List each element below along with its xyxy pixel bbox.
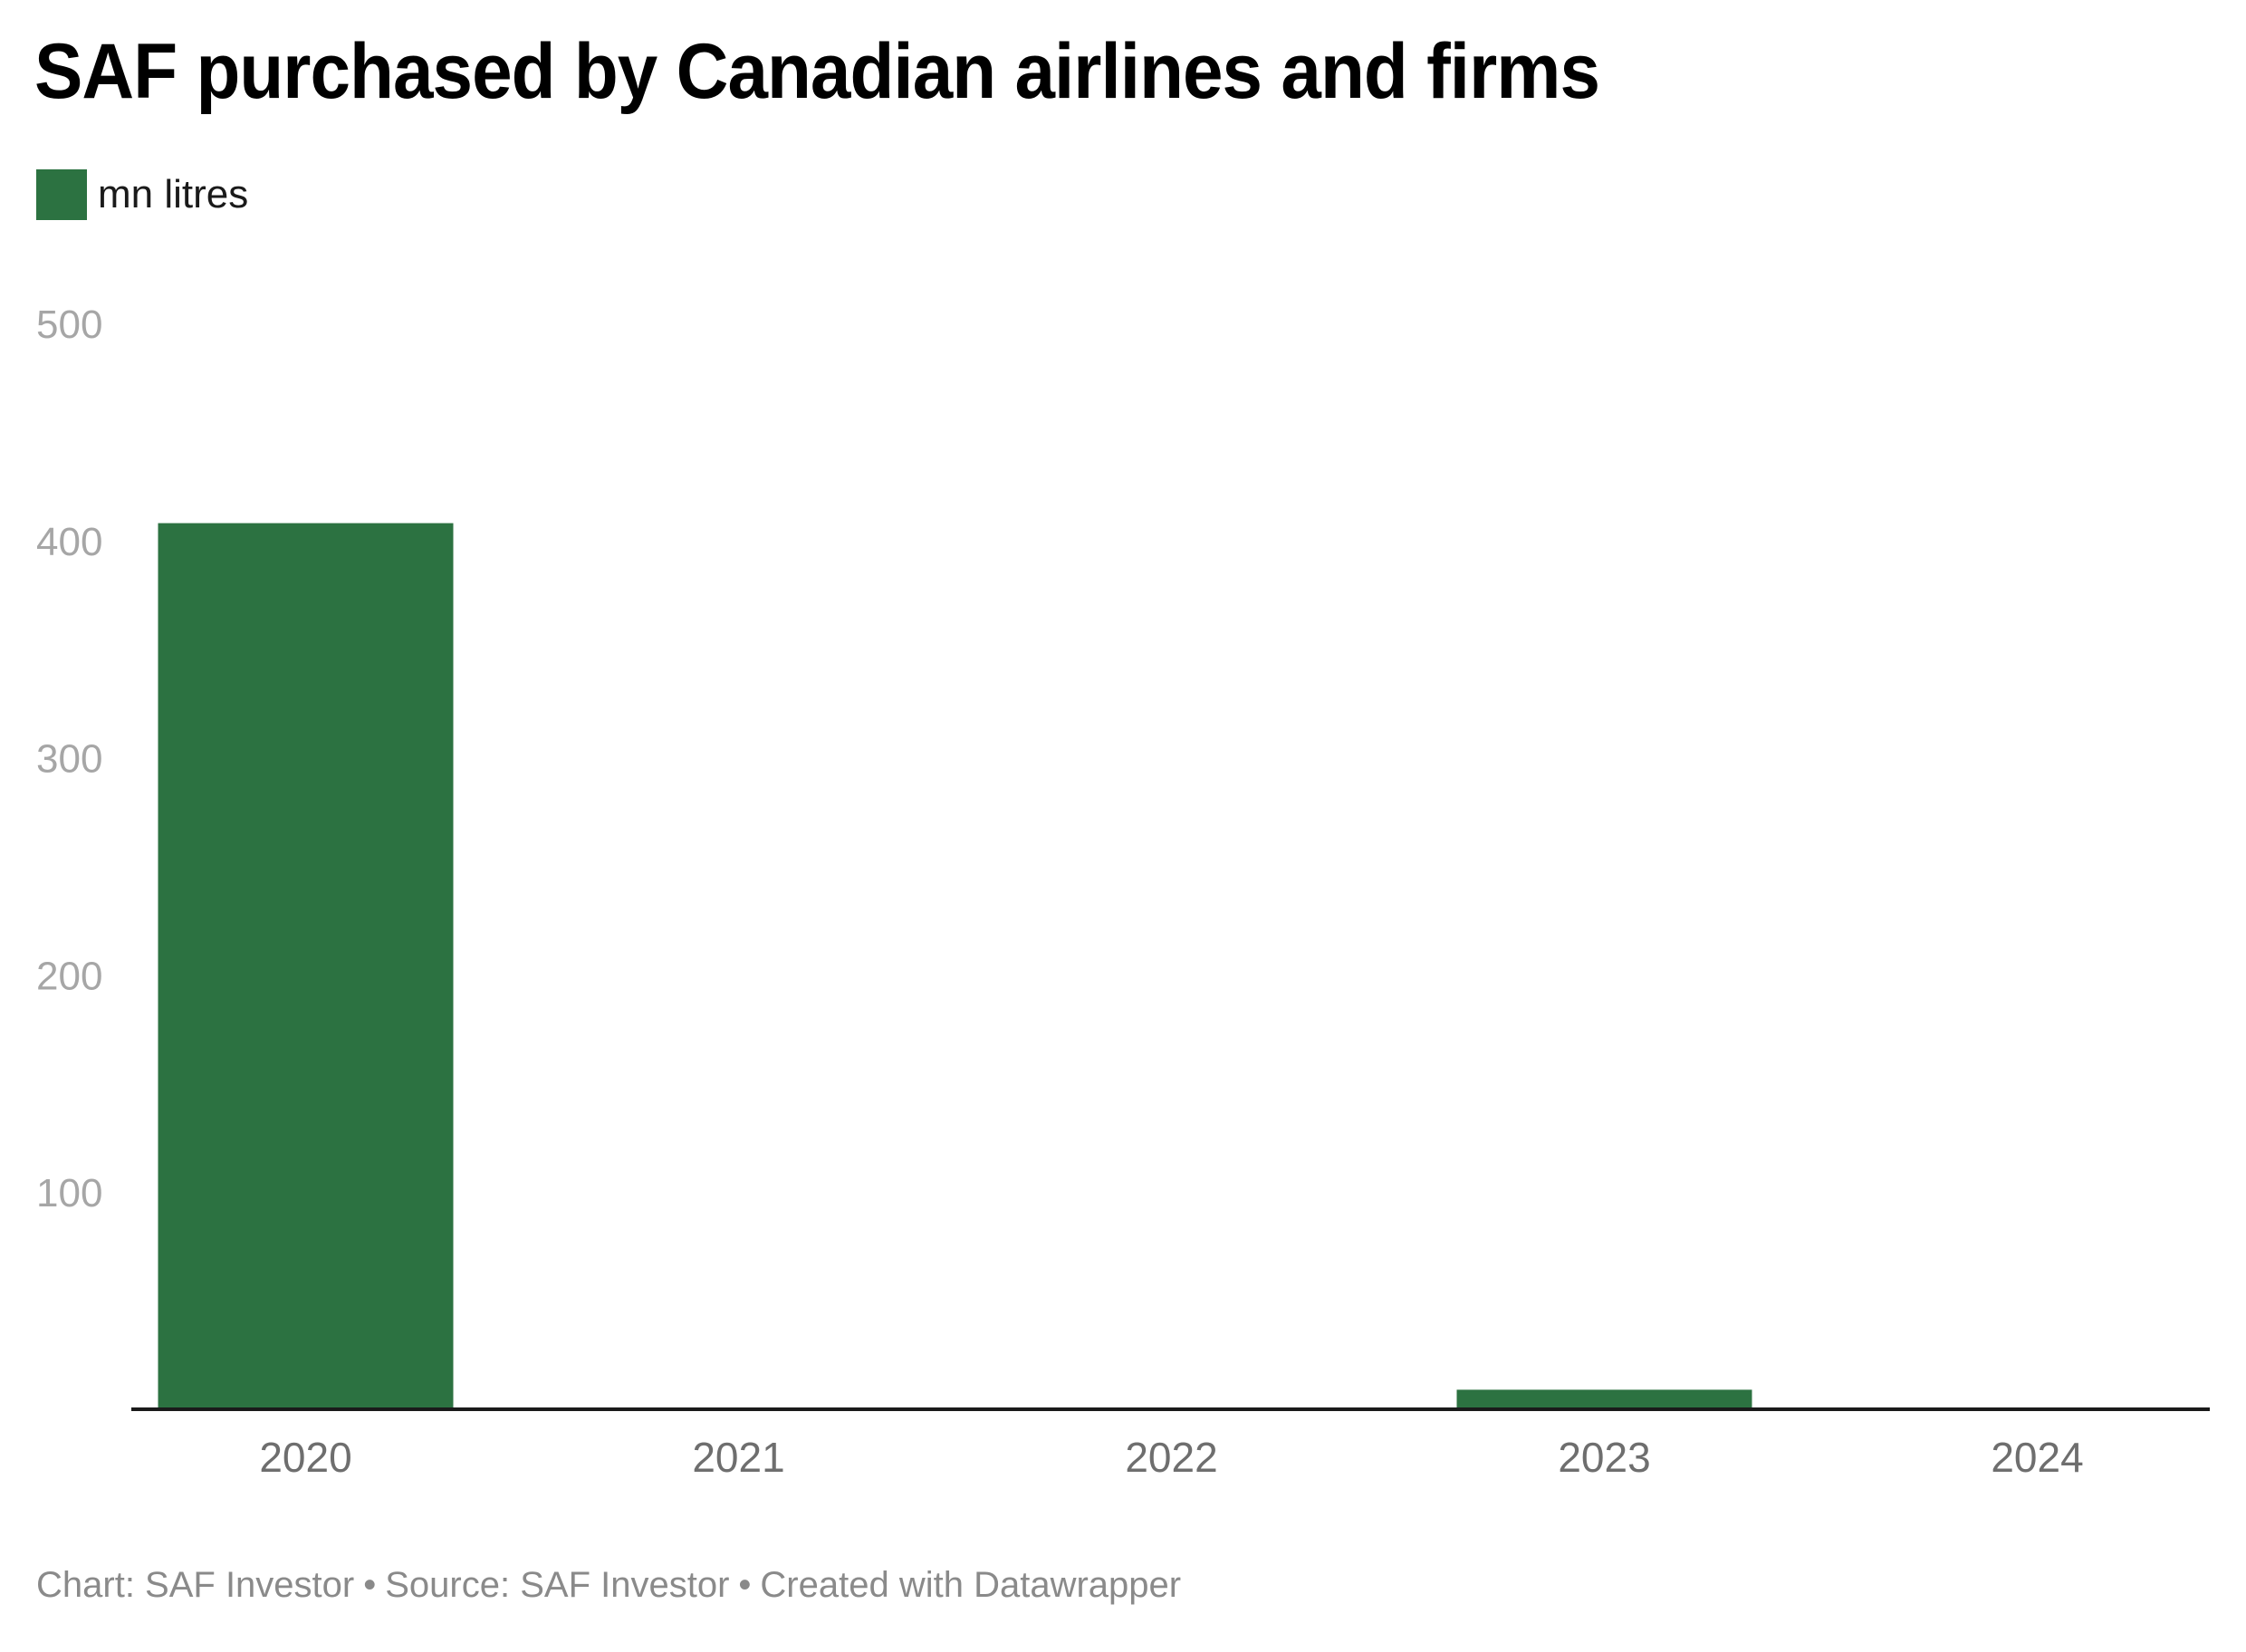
y-axis-ticks: 100 200 300 400 500	[36, 303, 102, 1215]
y-tick-label: 300	[36, 737, 102, 782]
bar-2023	[1456, 1389, 1752, 1409]
y-tick-label: 200	[36, 954, 102, 998]
bars	[158, 523, 1752, 1409]
y-tick-label: 100	[36, 1171, 102, 1215]
legend: mn litres	[36, 169, 248, 220]
tool-credit: Created with Datawrapper	[760, 1565, 1182, 1605]
x-tick-label: 2021	[692, 1434, 784, 1481]
source-credit: Source: SAF Investor	[385, 1565, 730, 1605]
legend-label: mn litres	[98, 172, 249, 216]
x-tick-label: 2024	[1991, 1434, 2083, 1481]
legend-swatch	[36, 169, 87, 220]
bar-2020	[158, 523, 454, 1409]
x-tick-label: 2022	[1125, 1434, 1217, 1481]
chart-credit: Chart: SAF Investor	[36, 1565, 355, 1605]
y-tick-label: 500	[36, 303, 102, 347]
y-tick-label: 400	[36, 520, 102, 564]
x-axis-ticks: 2020 2021 2022 2023 2024	[259, 1434, 2083, 1481]
separator: •	[738, 1565, 752, 1605]
separator: •	[363, 1565, 377, 1605]
footer: Chart: SAF Investor • Source: SAF Investor…	[36, 1565, 1181, 1606]
x-tick-label: 2020	[259, 1434, 351, 1481]
x-tick-label: 2023	[1558, 1434, 1650, 1481]
chart-title: SAF purchased by Canadian airlines and f…	[34, 28, 1600, 115]
